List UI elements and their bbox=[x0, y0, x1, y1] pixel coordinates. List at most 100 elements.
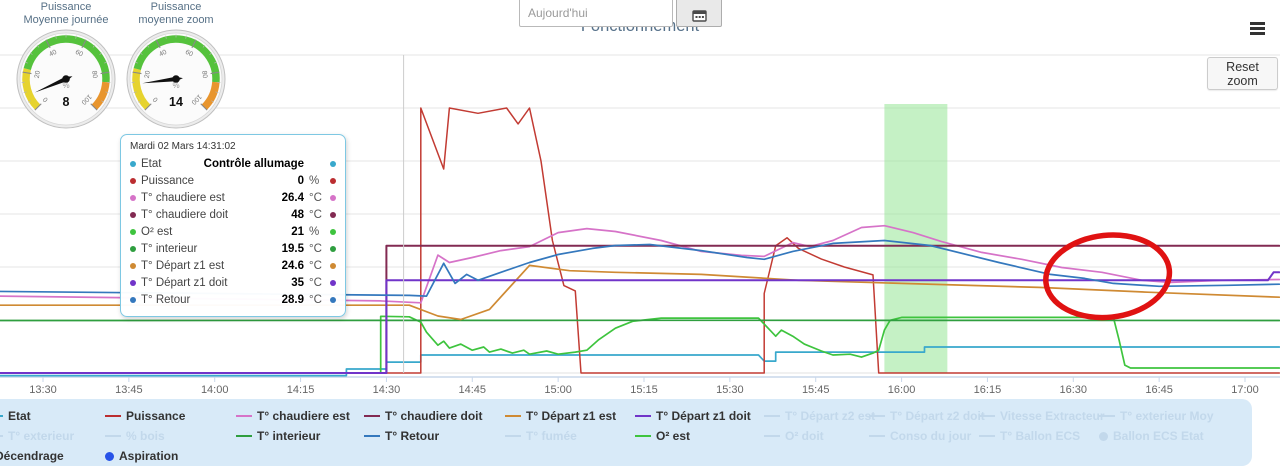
legend-item-conso-du-jour[interactable]: Conso du jour bbox=[869, 429, 979, 443]
legend-item-t-d-part-z1-est[interactable]: T° Départ z1 est bbox=[505, 409, 635, 423]
tooltip-series-value: 19.5 bbox=[281, 242, 304, 255]
legend-item-aspiration[interactable]: Aspiration bbox=[105, 449, 236, 463]
legend-item-t-ballon-ecs[interactable]: T° Ballon ECS bbox=[979, 429, 1099, 443]
reset-zoom-button[interactable]: Reset zoom bbox=[1207, 57, 1278, 90]
svg-text:40: 40 bbox=[158, 49, 168, 59]
tooltip-row: O² est 21% bbox=[130, 223, 336, 240]
x-tick-label: 13:45 bbox=[115, 384, 143, 396]
legend-item-t-d-part-z1-doit[interactable]: T° Départ z1 doit bbox=[635, 409, 764, 423]
legend-label: Vitesse Extracteur bbox=[1000, 409, 1105, 423]
legend-item-t-exterieur-moy[interactable]: T° exterieur Moy bbox=[1099, 409, 1252, 423]
legend-label: O² doit bbox=[785, 429, 824, 443]
legend-marker bbox=[236, 434, 252, 438]
legend-item-t-d-part-z2-doit[interactable]: T° Départ z2 doit bbox=[869, 409, 985, 423]
menu-icon[interactable] bbox=[1250, 22, 1265, 37]
tooltip-row: T° Départ z1 doit 35 °C bbox=[130, 274, 336, 291]
x-tick-label: 15:30 bbox=[716, 384, 744, 396]
legend-marker bbox=[1099, 431, 1108, 441]
legend-item-ballon-ecs-etat[interactable]: Ballon ECS Etat bbox=[1099, 429, 1252, 443]
series-t-chaudiere-est bbox=[0, 224, 1280, 304]
legend-label: T° Départ z1 est bbox=[526, 409, 617, 423]
tooltip-series-value: 26.4 bbox=[281, 191, 304, 204]
legend-label: Aspiration bbox=[119, 449, 179, 463]
gauge-zoom-title: Puissance moyenne zoom bbox=[138, 1, 214, 26]
legend-label: T° Ballon ECS bbox=[1000, 429, 1081, 443]
x-tick-label: 14:15 bbox=[287, 384, 315, 396]
legend-item-t-d-part-z2-est[interactable]: T° Départ z2 est bbox=[764, 409, 875, 423]
legend-label: T° Départ z2 doit bbox=[890, 409, 985, 423]
svg-text:0: 0 bbox=[42, 95, 50, 103]
legend-label: Décendrage bbox=[0, 449, 64, 463]
chart-tooltip: Mardi 02 Mars 14:31:02 Etat Contrôle allu… bbox=[120, 134, 346, 317]
tooltip-series-bullet bbox=[330, 160, 336, 167]
legend-item-vitesse-extracteur[interactable]: Vitesse Extracteur bbox=[979, 409, 1105, 423]
legend-marker bbox=[364, 414, 380, 418]
svg-text:20: 20 bbox=[144, 70, 152, 79]
legend-marker bbox=[1099, 414, 1115, 418]
date-input[interactable] bbox=[519, 0, 673, 27]
tooltip-series-name: Puissance bbox=[141, 174, 195, 187]
legend-item-t-chaudiere-doit[interactable]: T° chaudiere doit bbox=[364, 409, 505, 423]
legend-label: T° chaudiere doit bbox=[385, 409, 483, 423]
x-tick-label: 16:30 bbox=[1060, 384, 1088, 396]
legend-item-o-doit[interactable]: O² doit bbox=[764, 429, 869, 443]
legend-item--bois[interactable]: % bois bbox=[105, 429, 236, 443]
legend-label: O² est bbox=[656, 429, 691, 443]
svg-text:40: 40 bbox=[48, 49, 58, 59]
gauge-unit: % bbox=[172, 81, 179, 90]
legend-item-t-fum-e[interactable]: T° fumée bbox=[505, 429, 635, 443]
tooltip-series-bullet bbox=[330, 279, 336, 286]
legend-marker bbox=[105, 451, 114, 461]
tooltip-series-value: 21 bbox=[291, 225, 304, 238]
svg-text:60: 60 bbox=[184, 49, 194, 59]
tooltip-series-unit: °C bbox=[309, 276, 322, 289]
tooltip-series-unit: °C bbox=[309, 208, 322, 221]
tooltip-series-unit: °C bbox=[309, 293, 322, 306]
tooltip-series-unit: °C bbox=[309, 242, 322, 255]
legend-item-o-est[interactable]: O² est bbox=[635, 429, 764, 443]
svg-text:60: 60 bbox=[74, 49, 84, 59]
calendar-button[interactable] bbox=[676, 0, 722, 27]
x-tick-label: 15:45 bbox=[802, 384, 830, 396]
tooltip-series-bullet bbox=[130, 262, 136, 269]
legend-marker bbox=[236, 414, 252, 418]
series-t-retour bbox=[0, 239, 1280, 297]
svg-text:20: 20 bbox=[34, 70, 42, 79]
tooltip-series-value: 48 bbox=[291, 208, 304, 221]
tooltip-row: T° Départ z1 est 24.6 °C bbox=[130, 257, 336, 274]
legend-label: T° Retour bbox=[385, 429, 440, 443]
legend-label: T° exterieur bbox=[8, 429, 75, 443]
x-tick-label: 15:00 bbox=[544, 384, 572, 396]
tooltip-series-bullet bbox=[330, 296, 336, 303]
tooltip-series-unit: °C bbox=[309, 191, 322, 204]
legend-item-t-chaudiere-est[interactable]: T° chaudiere est bbox=[236, 409, 364, 423]
legend-label: Etat bbox=[8, 409, 31, 423]
legend-item-t-exterieur[interactable]: T° exterieur bbox=[0, 429, 105, 443]
legend-item-etat[interactable]: Etat bbox=[0, 409, 105, 423]
x-tick-label: 14:30 bbox=[373, 384, 401, 396]
tooltip-series-bullet bbox=[130, 211, 136, 218]
tooltip-row: Etat Contrôle allumage bbox=[130, 155, 336, 172]
legend-label: T° Départ z2 est bbox=[785, 409, 876, 423]
legend-item-t-interieur[interactable]: T° interieur bbox=[236, 429, 364, 443]
tooltip-series-value: 24.6 bbox=[281, 259, 304, 272]
tooltip-series-bullet bbox=[130, 296, 136, 303]
legend-marker bbox=[105, 414, 121, 418]
legend-marker bbox=[505, 434, 521, 438]
tooltip-series-value: 28.9 bbox=[281, 293, 304, 306]
legend-item-puissance[interactable]: Puissance bbox=[105, 409, 236, 423]
tooltip-series-bullet bbox=[130, 194, 136, 201]
legend-marker bbox=[505, 414, 521, 418]
legend-item-d-cendrage[interactable]: Décendrage bbox=[0, 449, 105, 463]
legend-item-t-retour[interactable]: T° Retour bbox=[364, 429, 505, 443]
legend-label: T° fumée bbox=[526, 429, 577, 443]
legend-marker bbox=[635, 434, 651, 438]
gauge-zoom-average: Puissance moyenne zoom 0 20 40 60 80 100% 14 bbox=[116, 1, 236, 136]
gauge-value: 8 bbox=[63, 95, 70, 109]
tooltip-series-bullet bbox=[330, 177, 336, 184]
tooltip-series-unit: % bbox=[309, 225, 320, 238]
tooltip-series-name: T° Retour bbox=[141, 293, 191, 306]
x-tick-label: 14:45 bbox=[459, 384, 487, 396]
